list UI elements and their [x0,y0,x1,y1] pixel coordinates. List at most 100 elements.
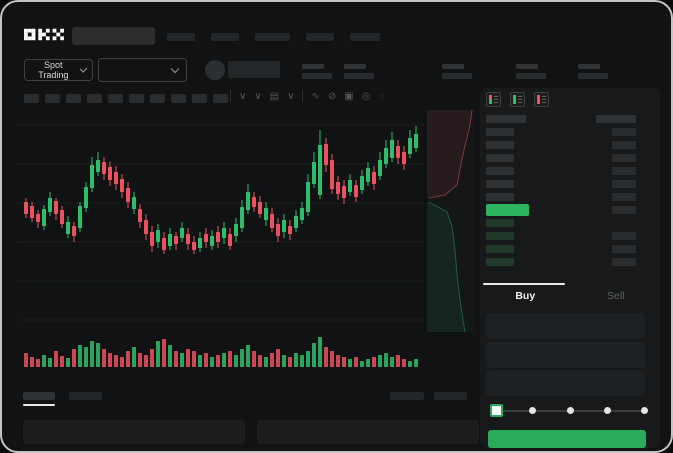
timeframe-button[interactable] [108,94,123,103]
buy-tab-label: Buy [515,289,536,302]
nav-item[interactable] [306,33,334,41]
amount-placeholder [612,127,636,136]
mode-line [542,99,546,100]
order-input-field[interactable] [486,342,645,368]
stat-label-placeholder [344,64,366,69]
orderbook-ask-row[interactable] [486,125,636,138]
orderbook-last-price-row[interactable] [486,203,636,216]
stat-label-placeholder [578,64,600,69]
chart-tool-icon[interactable]: ▤ [269,90,280,102]
price-placeholder [486,179,514,188]
timeframe-button[interactable] [87,94,102,103]
ticker-stat [578,64,608,79]
timeframe-button[interactable] [192,94,207,103]
slider-handle[interactable] [490,404,503,417]
price-placeholder [486,218,514,227]
orderbook-ask-row[interactable] [486,151,636,164]
nav-item[interactable] [167,33,195,41]
orderbook-ask-row[interactable] [486,164,636,177]
chart-tool-icon[interactable]: ⊘ [327,90,337,102]
submit-buy-button[interactable] [488,430,646,448]
orderbook-header[interactable] [486,112,636,125]
timeframe-button[interactable] [171,94,186,103]
tab-sell[interactable]: Sell [571,283,662,308]
depth-chart[interactable] [427,110,474,332]
chart-tool-icon[interactable]: ∿ [311,90,320,102]
order-input-field[interactable] [486,370,645,396]
chart-tool-icon[interactable]: ∨ [287,90,295,102]
slider-stop[interactable] [603,407,611,414]
coin-avatar [205,60,225,80]
stat-value-placeholder [578,73,608,79]
order-input-field[interactable] [486,313,645,339]
orderbook-mode-combined-book-icon[interactable] [486,92,501,107]
price-placeholder [486,192,514,201]
tab-buy[interactable]: Buy [480,283,571,308]
chart-tools: ∨ ∨ ▤ ∨ ∿ ⊘ ▣ ◎ ◌ [230,90,384,102]
chart-tool-icon[interactable]: ◎ [361,90,371,102]
chart-tool-icon[interactable]: ▣ [344,90,354,102]
slider-stop[interactable] [641,407,648,414]
toolbar-divider [230,90,231,102]
nav-item[interactable] [255,33,290,41]
nav-item[interactable] [350,33,380,41]
bottom-action[interactable] [434,392,467,400]
sell-tab-label: Sell [606,289,625,302]
amount-slider[interactable] [490,404,648,417]
slider-stop[interactable] [566,407,574,414]
amount-placeholder [612,166,636,175]
stat-value-placeholder [302,73,332,79]
price-placeholder [486,244,514,253]
stat-label-placeholder [516,64,538,69]
pair-selector[interactable] [98,58,187,82]
price-placeholder [486,166,514,175]
timeframe-button[interactable] [213,94,228,103]
stat-value-placeholder [344,73,374,79]
orderbook-ask-row[interactable] [486,138,636,151]
market-type-selector[interactable]: Spot Trading [24,59,93,81]
orderbook-mode-bids-only-icon[interactable] [510,92,525,107]
market-type-label: Spot Trading [38,60,69,80]
order-side-tabs: Buy Sell [480,283,661,308]
bottom-tab[interactable] [69,392,102,400]
timeframe-button[interactable] [129,94,144,103]
mode-color-strip [489,95,492,104]
orderbook-bid-row[interactable] [486,229,636,242]
mode-line [542,102,546,103]
orderbook-bid-row[interactable] [486,255,636,268]
stat-label-placeholder [302,64,324,69]
price-placeholder [486,153,514,162]
orderbook-bid-row[interactable] [486,242,636,255]
stat-label-placeholder [442,64,464,69]
search-input[interactable] [72,27,155,45]
chart-tool-icon[interactable]: ∨ [254,90,262,102]
orderbook-bid-row[interactable] [486,216,636,229]
chart-tool-icon[interactable]: ◌ [378,90,385,102]
okx-logo[interactable] [24,28,64,41]
timeframe-button[interactable] [150,94,165,103]
price-placeholder [486,140,514,149]
orderbook-ask-row[interactable] [486,177,636,190]
bottom-tab[interactable] [23,392,55,400]
timeframe-button[interactable] [24,94,39,103]
mode-line [518,102,522,103]
active-tab-underline [23,404,55,406]
orderbook-rows [486,112,636,268]
chart-tool-icon[interactable]: ∨ [239,90,247,102]
orderbook-mode-asks-only-icon[interactable] [534,92,549,107]
price-placeholder [486,257,514,266]
last-price-bar [486,203,529,216]
amount-placeholder [612,231,636,240]
nav-item[interactable] [211,33,239,41]
orderbook-ask-row[interactable] [486,190,636,203]
bottom-action[interactable] [390,392,424,400]
timeframe-button[interactable] [45,94,60,103]
slider-stop[interactable] [529,407,537,414]
price-placeholder [486,231,514,240]
mode-line [518,96,522,97]
timeframe-button[interactable] [66,94,81,103]
mode-line [494,96,498,97]
toolbar-divider [302,90,304,102]
ticker-stat [344,64,374,79]
